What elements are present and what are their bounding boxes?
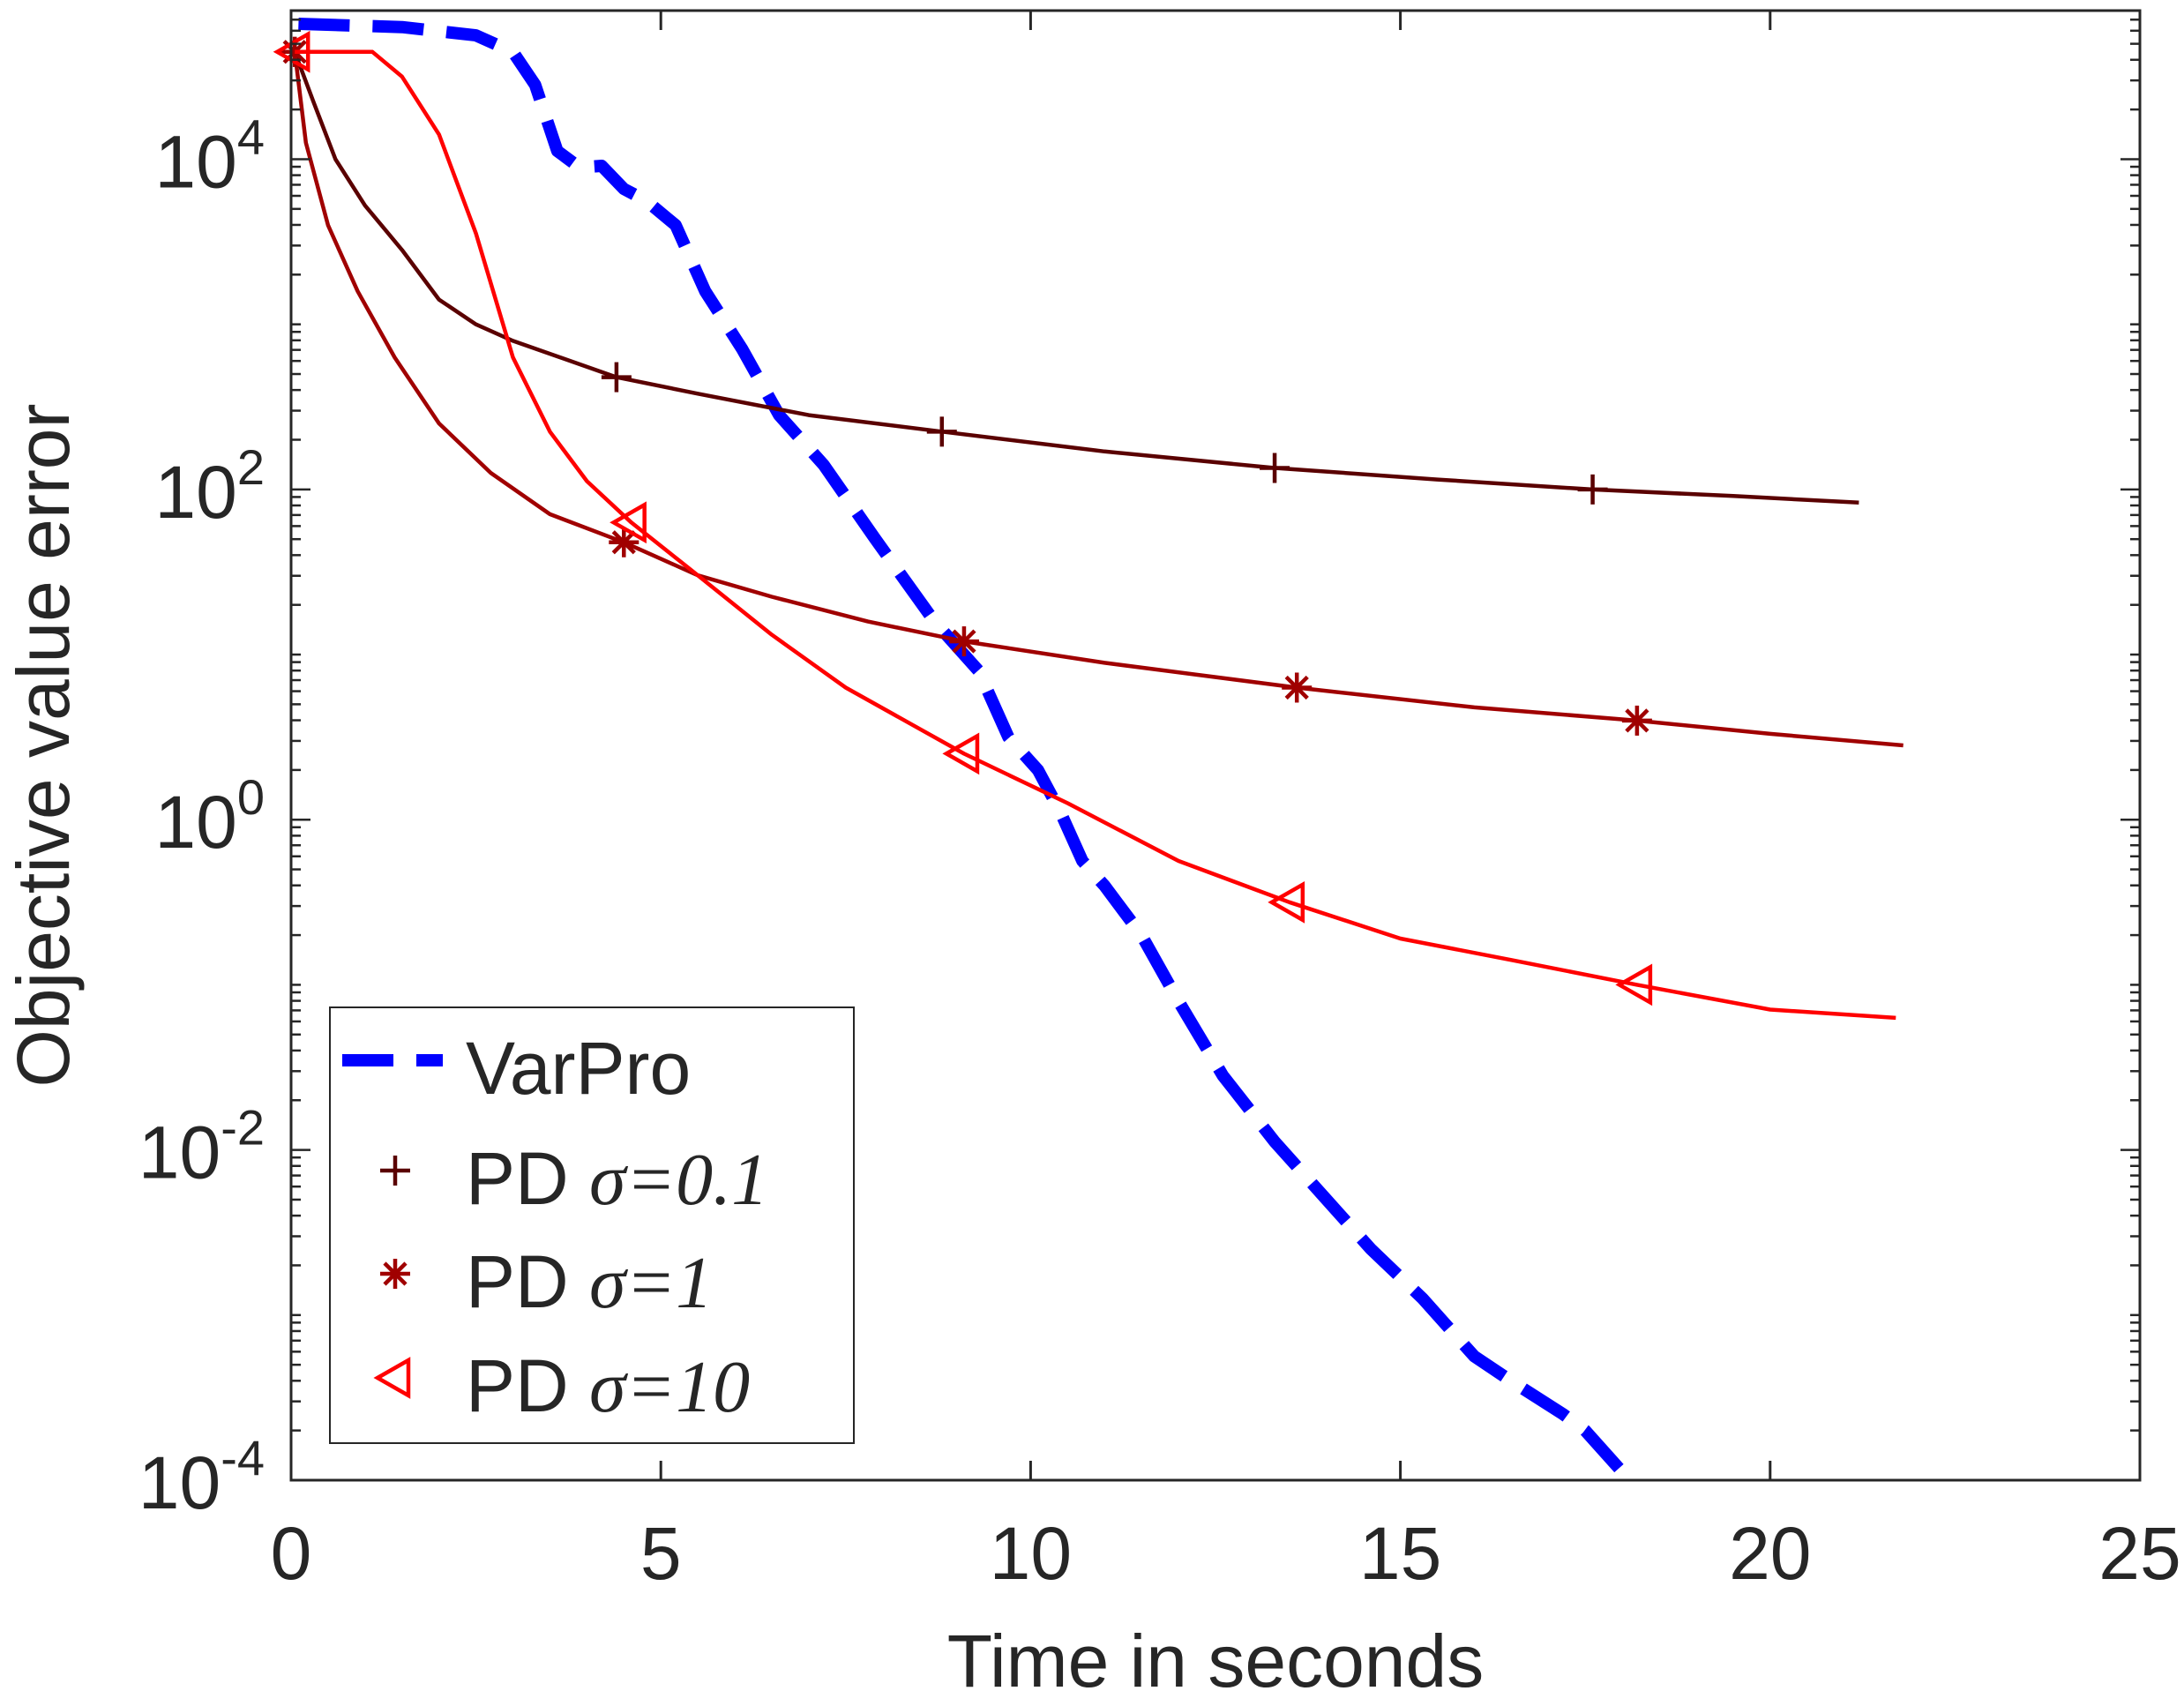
series-layer: [273, 18, 1904, 1477]
y-tick-label: 10-4: [138, 1430, 265, 1524]
marker-stroke: [1615, 963, 1653, 1006]
data-point-pd-sigma=0.1: [926, 416, 957, 447]
legend-symbol-pd-sigma-1: [380, 1259, 410, 1289]
legend-box: [329, 1006, 855, 1444]
legend-marker: [380, 1156, 410, 1186]
legend-symbol-pd-sigma-10: [373, 1357, 411, 1399]
series-line-pd-sigma=10: [295, 49, 1896, 1021]
data-point-pd-sigma=0.1: [1577, 474, 1608, 505]
data-point-pd-sigma=10: [1615, 963, 1653, 1006]
x-axis-label: Time in seconds: [947, 1620, 1484, 1702]
data-point-pd-sigma=1: [1621, 705, 1652, 736]
legend-marker: [380, 1259, 410, 1289]
marker-stroke: [942, 732, 980, 775]
marker-stroke: [610, 501, 647, 544]
series-line-varpro: [298, 18, 1627, 1477]
legend-label-pd-sigma-0.1: PD σ=0.1: [466, 1137, 768, 1221]
data-point-pd-sigma=10: [1268, 880, 1305, 924]
marker-stroke: [952, 629, 976, 654]
series-line-pd-sigma=0.1: [293, 51, 1859, 505]
marker-stroke: [373, 1357, 411, 1399]
legend-marker: [373, 1357, 411, 1399]
x-tick-label: 5: [640, 1512, 682, 1595]
legend-label-varpro: VarPro: [466, 1027, 691, 1110]
marker-stroke: [383, 1261, 408, 1286]
x-tick-label: 25: [2098, 1512, 2180, 1595]
marker-stroke: [611, 530, 636, 555]
data-point-pd-sigma=10: [610, 501, 647, 544]
y-tick-label: 100: [154, 769, 265, 864]
marker-stroke: [1284, 675, 1309, 700]
y-tick-label: 10-2: [138, 1100, 265, 1194]
legend-symbol-pd-sigma-0.1: [380, 1156, 410, 1186]
data-point-pd-sigma=10: [942, 732, 980, 775]
data-point-pd-sigma=0.1: [1260, 453, 1290, 483]
y-tick-label: 104: [154, 108, 265, 203]
y-axis-label: Objective value error: [2, 404, 85, 1088]
data-point-pd-sigma=1: [1282, 672, 1313, 703]
legend: VarPro PD σ=0.1 PD σ=1 PD σ=10: [329, 1006, 855, 1444]
y-tick-label: 102: [154, 439, 265, 534]
data-point-pd-sigma=1: [948, 626, 979, 657]
x-tick-label: 10: [990, 1512, 1072, 1595]
x-tick-label: 15: [1359, 1512, 1441, 1595]
data-point-pd-sigma=1: [609, 527, 639, 557]
marker-stroke: [1625, 708, 1649, 733]
legend-label-pd-sigma-1: PD σ=1: [466, 1240, 713, 1324]
plot-frame: [289, 9, 2142, 1482]
ticks-layer: [289, 11, 2142, 1482]
data-point-pd-sigma=0.1: [601, 362, 632, 393]
legend-label-pd-sigma-10: PD σ=10: [466, 1344, 750, 1428]
marker-stroke: [1268, 880, 1305, 924]
x-tick-label: 20: [1729, 1512, 1811, 1595]
x-tick-label: 0: [271, 1512, 312, 1595]
